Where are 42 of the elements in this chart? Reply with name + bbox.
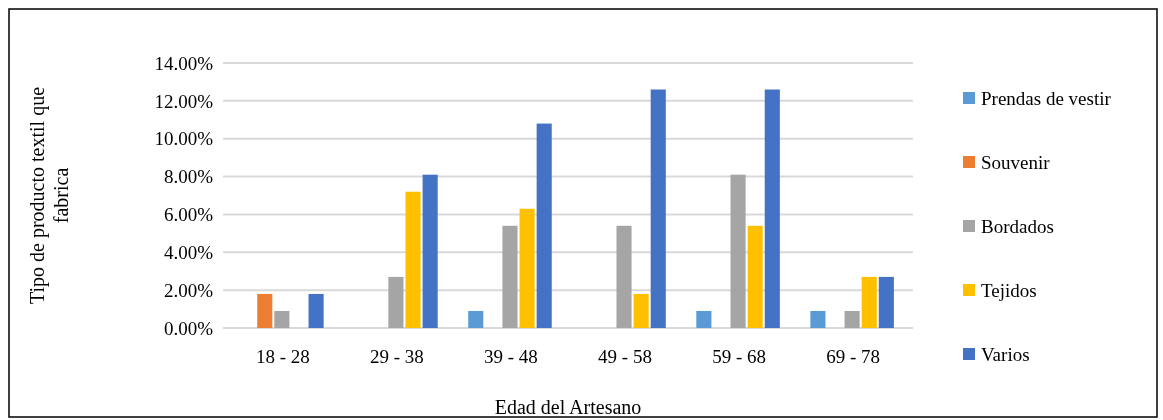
bar [650, 89, 666, 328]
bar [536, 123, 552, 328]
bar [257, 293, 273, 328]
y-tick-label: 4.00% [163, 241, 214, 263]
x-axis-title: Edad del Artesano [494, 396, 642, 418]
y-tick-label: 6.00% [163, 204, 214, 226]
bar [730, 174, 746, 328]
bar [468, 310, 484, 328]
bar [747, 225, 763, 328]
bar [861, 276, 877, 328]
legend-label: Souvenir [981, 151, 1051, 173]
x-tick-label: 59 - 68 [712, 346, 766, 367]
y-tick-label: 12.00% [154, 90, 214, 112]
bar [519, 208, 535, 328]
y-tick-label: 10.00% [154, 128, 214, 150]
y-axis-title: Tipo de producto textil que fabrica [26, 86, 72, 305]
bar [633, 293, 649, 328]
bar [844, 310, 860, 328]
x-tick-label: 49 - 58 [598, 346, 652, 367]
legend-label: Varios [981, 343, 1030, 365]
bar [274, 310, 290, 328]
y-tick-label: 2.00% [163, 279, 214, 301]
bar [878, 276, 894, 328]
y-tick-label: 14.00% [154, 52, 214, 74]
bar [810, 310, 826, 328]
x-tick-label: 39 - 48 [484, 346, 538, 367]
legend-label: Bordados [981, 215, 1054, 237]
y-tick-label: 0.00% [163, 317, 214, 339]
bar [764, 89, 780, 328]
x-tick-label: 29 - 38 [370, 346, 424, 367]
bar [308, 293, 324, 328]
x-tick-label: 69 - 78 [826, 346, 881, 367]
legend-label: Prendas de vestir [981, 87, 1112, 109]
bar [405, 191, 421, 328]
bar [502, 225, 518, 328]
x-tick-label: 18 - 28 [255, 346, 310, 367]
y-tick-label: 8.00% [163, 166, 214, 188]
bar [616, 225, 632, 328]
bar [388, 276, 404, 328]
legend-label: Tejidos [981, 279, 1037, 301]
bar [422, 174, 438, 328]
bar [696, 310, 712, 328]
